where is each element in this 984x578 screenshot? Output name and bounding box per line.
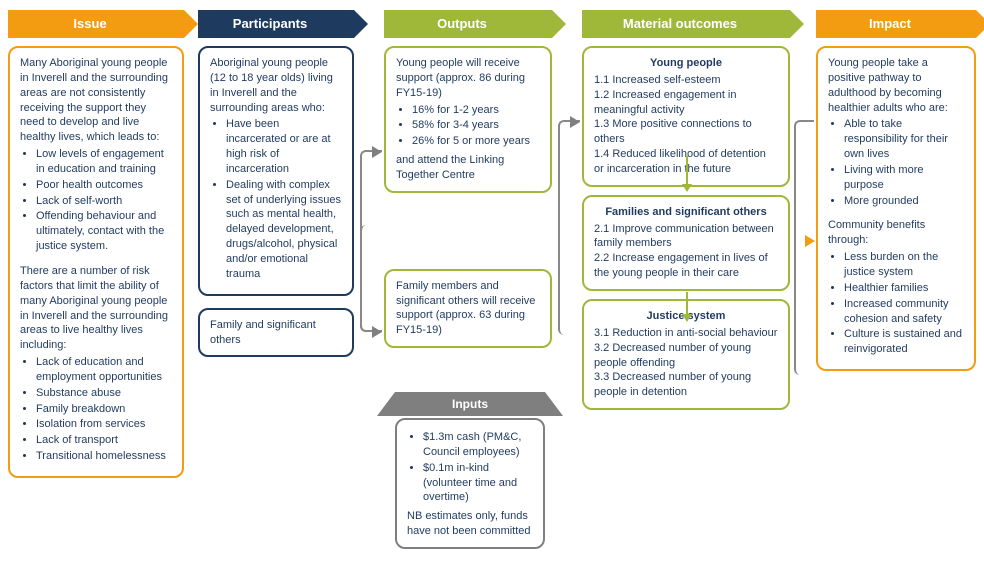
participants-box-family: Family and significant others — [198, 308, 354, 358]
outputs-box-family: Family members and significant others wi… — [384, 269, 552, 348]
impact-p1-list: Able to take responsibility for their ow… — [844, 117, 964, 208]
outputs-lead: Young people will receive support (appro… — [396, 56, 540, 101]
outputs-family: Family members and significant others wi… — [396, 279, 540, 338]
list-item: Less burden on the justice system — [844, 250, 964, 280]
issue-p2-list: Lack of education and employment opportu… — [36, 355, 172, 464]
list-item: 2.1 Improve communication between family… — [594, 222, 778, 252]
participants-lead: Aboriginal young people (12 to 18 year o… — [210, 56, 342, 115]
connector-elbow-icon — [558, 120, 580, 335]
list-item: 3.3 Decreased number of young people in … — [594, 370, 778, 400]
inputs-box: $1.3m cash (PM&C, Council employees) $0.… — [395, 418, 545, 549]
column-outcomes: Material outcomes Young people 1.1 Incre… — [582, 10, 790, 410]
arrow-right-icon — [805, 235, 815, 247]
connector-elbow-icon — [794, 120, 814, 375]
impact-p2: Community benefits through: — [828, 218, 964, 248]
inputs-list: $1.3m cash (PM&C, Council employees) $0.… — [423, 430, 533, 505]
list-item: Isolation from services — [36, 417, 172, 432]
issue-p2: There are a number of risk factors that … — [20, 264, 172, 353]
list-item: 1.1 Increased self-esteem — [594, 73, 778, 88]
column-issue: Issue Many Aboriginal young people in In… — [8, 10, 184, 478]
header-outcomes: Material outcomes — [582, 10, 790, 38]
list-item: Dealing with complex set of underlying i… — [226, 178, 342, 282]
arrow-down-icon — [682, 184, 692, 192]
list-item: 58% for 3-4 years — [412, 118, 540, 133]
list-item: Lack of transport — [36, 433, 172, 448]
impact-p2-list: Less burden on the justice system Health… — [844, 250, 964, 357]
outputs-list: 16% for 1-2 years 58% for 3-4 years 26% … — [412, 103, 540, 150]
outputs-box-young: Young people will receive support (appro… — [384, 46, 552, 193]
list-item: 2.2 Increase engagement in lives of the … — [594, 251, 778, 281]
connector-elbow-icon — [360, 225, 382, 332]
header-issue: Issue — [8, 10, 184, 38]
participants-list: Have been incarcerated or are at high ri… — [226, 117, 342, 281]
outcomes-fam-title: Families and significant others — [594, 205, 778, 220]
list-item: Lack of self-worth — [36, 194, 172, 209]
list-item: Lack of education and employment opportu… — [36, 355, 172, 385]
list-item: $0.1m in-kind (volunteer time and overti… — [423, 461, 533, 506]
connector-line-icon — [686, 292, 688, 314]
column-outputs: Outputs Young people will receive suppor… — [384, 10, 552, 348]
header-inputs: Inputs — [395, 392, 545, 416]
header-impact: Impact — [816, 10, 976, 38]
outcomes-box-families: Families and significant others 2.1 Impr… — [582, 195, 790, 291]
list-item: 26% for 5 or more years — [412, 134, 540, 149]
inputs-block: Inputs $1.3m cash (PM&C, Council employe… — [395, 392, 545, 549]
list-item: Poor health outcomes — [36, 178, 172, 193]
list-item: Healthier families — [844, 281, 964, 296]
list-item: 3.1 Reduction in anti-social behaviour — [594, 326, 778, 341]
header-outputs: Outputs — [384, 10, 552, 38]
outputs-tail: and attend the Linking Together Centre — [396, 153, 540, 183]
arrow-down-icon — [682, 314, 692, 322]
list-item: 1.3 More positive connections to others — [594, 117, 778, 147]
list-item: Offending behaviour and ultimately, cont… — [36, 209, 172, 254]
column-participants: Participants Aboriginal young people (12… — [198, 10, 354, 357]
list-item: Increased community cohesion and safety — [844, 297, 964, 327]
list-item: Living with more purpose — [844, 163, 964, 193]
arrow-right-icon — [570, 116, 580, 128]
arrow-right-icon — [372, 326, 382, 338]
list-item: Low levels of engagement in education an… — [36, 147, 172, 177]
list-item: 3.2 Decreased number of young people off… — [594, 341, 778, 371]
impact-p1: Young people take a positive pathway to … — [828, 56, 964, 115]
inputs-note: NB estimates only, funds have not been c… — [407, 509, 533, 539]
list-item: Culture is sustained and reinvigorated — [844, 327, 964, 357]
list-item: Able to take responsibility for their ow… — [844, 117, 964, 162]
list-item: Transitional homelessness — [36, 449, 172, 464]
list-item: Substance abuse — [36, 386, 172, 401]
issue-box: Many Aboriginal young people in Inverell… — [8, 46, 184, 478]
issue-p1: Many Aboriginal young people in Inverell… — [20, 56, 172, 145]
header-participants: Participants — [198, 10, 354, 38]
column-impact: Impact Young people take a positive path… — [816, 10, 976, 371]
list-item: 16% for 1-2 years — [412, 103, 540, 118]
outcomes-yp-title: Young people — [594, 56, 778, 71]
list-item: Have been incarcerated or are at high ri… — [226, 117, 342, 176]
arrow-right-icon — [372, 146, 382, 158]
participants-box-young: Aboriginal young people (12 to 18 year o… — [198, 46, 354, 296]
impact-box: Young people take a positive pathway to … — [816, 46, 976, 371]
list-item: $1.3m cash (PM&C, Council employees) — [423, 430, 533, 460]
list-item: 1.2 Increased engagement in meaningful a… — [594, 88, 778, 118]
connector-line-icon — [686, 156, 688, 184]
participants-family: Family and significant others — [210, 318, 342, 348]
issue-p1-list: Low levels of engagement in education an… — [36, 147, 172, 254]
list-item: More grounded — [844, 194, 964, 209]
list-item: Family breakdown — [36, 402, 172, 417]
